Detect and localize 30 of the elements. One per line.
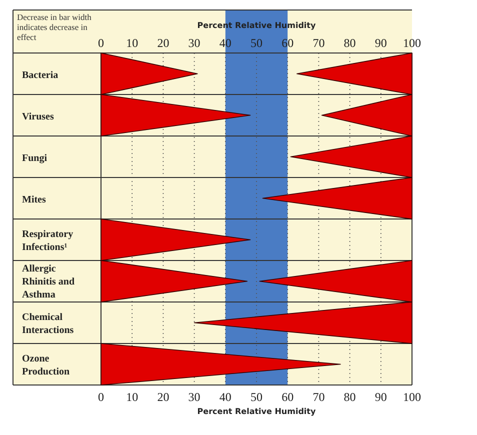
x2-tick-label: 20: [157, 36, 170, 50]
y-tick-label: Viruses: [22, 111, 54, 122]
x-axis-title: Percent Relative Humidity: [197, 407, 316, 416]
x-tick-label: 20: [157, 390, 170, 404]
x2-tick-label: 10: [126, 36, 138, 50]
x-tick-label: 100: [403, 390, 421, 404]
y-tick-label: Ozone Production: [22, 353, 70, 378]
y-tick-label: Chemical Interactions: [22, 312, 74, 336]
x-tick-label: 90: [374, 390, 387, 404]
x2-tick-label: 50: [250, 36, 262, 50]
x-tick-label: 30: [188, 390, 200, 404]
x2-tick-label: 80: [344, 36, 356, 50]
y-tick-label: Respiratory Infections¹: [22, 228, 74, 253]
x-tick-label: 80: [344, 390, 356, 404]
x-tick-label: 50: [250, 390, 262, 404]
x2-tick-label: 30: [188, 36, 200, 50]
y-tick-label: Bacteria: [22, 70, 58, 81]
y-tick-label: Mites: [22, 194, 46, 206]
x-tick-label: 40: [219, 390, 232, 404]
x-tick-label: 70: [312, 390, 325, 404]
x2-tick-label: 0: [98, 36, 104, 50]
x2-tick-label: 90: [374, 36, 387, 50]
x-tick-label: 0: [98, 390, 104, 404]
x2-tick-label: 100: [403, 36, 421, 50]
y-tick-label: Fungi: [22, 152, 48, 164]
y-tick-label: Allergic Rhinitis and Asthma: [22, 263, 75, 300]
text: Decrease in bar width indicates decrease in effect: [17, 12, 92, 42]
x2-tick-label: 70: [312, 36, 325, 50]
x-tick-label: 60: [282, 390, 294, 404]
x-tick-label: 10: [126, 390, 138, 404]
